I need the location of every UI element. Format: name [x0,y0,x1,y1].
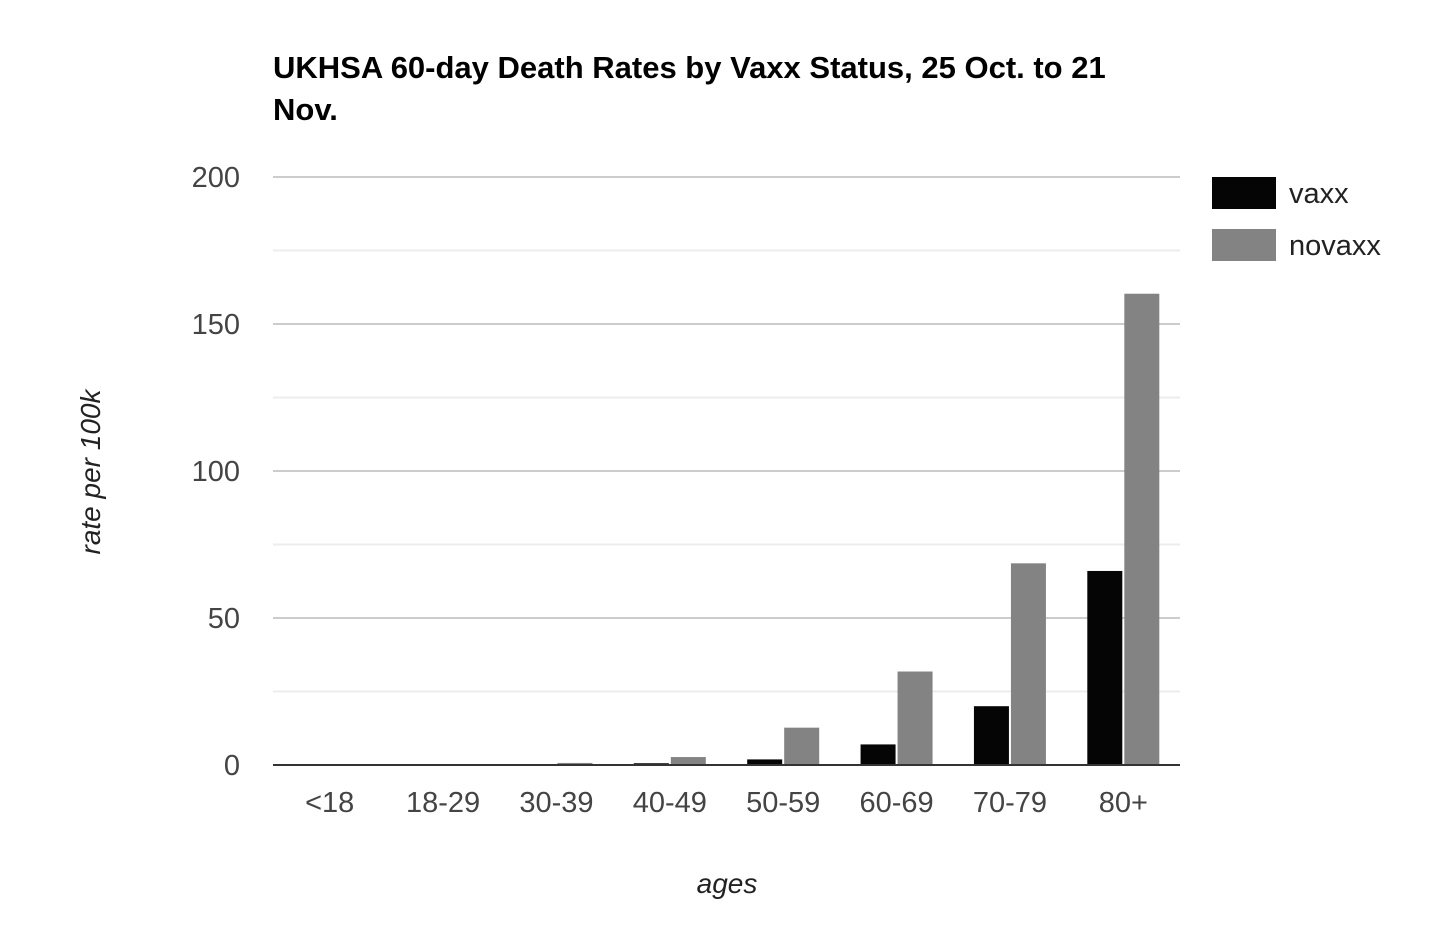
y-tick-label: 150 [192,309,240,341]
bar-novaxx-80+ [1124,293,1160,765]
gridlines [273,176,1180,693]
legend-label-vaxx: vaxx [1289,178,1349,210]
x-tick-label: <18 [305,787,354,819]
x-tick-label: 30-39 [519,787,593,819]
legend-swatch-vaxx [1212,177,1276,209]
bar-novaxx-60-69 [897,671,933,765]
y-axis-ticks: 0 50 100 150 200 [192,162,240,782]
x-axis-title: ages [697,868,758,899]
y-tick-label: 0 [224,750,240,782]
bar-vaxx-60-69 [860,744,896,765]
bar-vaxx-80+ [1087,570,1123,765]
bars [293,293,1160,765]
y-tick-label: 50 [208,603,240,635]
legend: vaxx novaxx [1212,177,1381,262]
y-tick-label: 100 [192,456,240,488]
x-tick-label: 60-69 [859,787,933,819]
y-axis-title: rate per 100k [75,388,106,555]
bar-novaxx-40-49 [670,757,706,765]
x-tick-label: 80+ [1099,787,1148,819]
chart-title-line-1: UKHSA 60-day Death Rates by Vaxx Status,… [273,50,1106,85]
bar-vaxx-50-59 [747,759,783,765]
chart-title-line-2: Nov. [273,92,338,127]
x-tick-label: 40-49 [633,787,707,819]
bar-novaxx-50-59 [784,727,820,765]
bar-vaxx-70-79 [973,706,1009,765]
y-tick-label: 200 [192,162,240,194]
legend-swatch-novaxx [1212,229,1276,261]
bar-novaxx-30-39 [557,762,593,765]
x-tick-label: 50-59 [746,787,820,819]
x-tick-label: 18-29 [406,787,480,819]
x-axis-ticks: <18 18-29 30-39 40-49 50-59 60-69 70-79 80+ [305,787,1148,819]
bar-novaxx-70-79 [1010,563,1046,765]
legend-label-novaxx: novaxx [1289,230,1381,262]
x-tick-label: 70-79 [973,787,1047,819]
